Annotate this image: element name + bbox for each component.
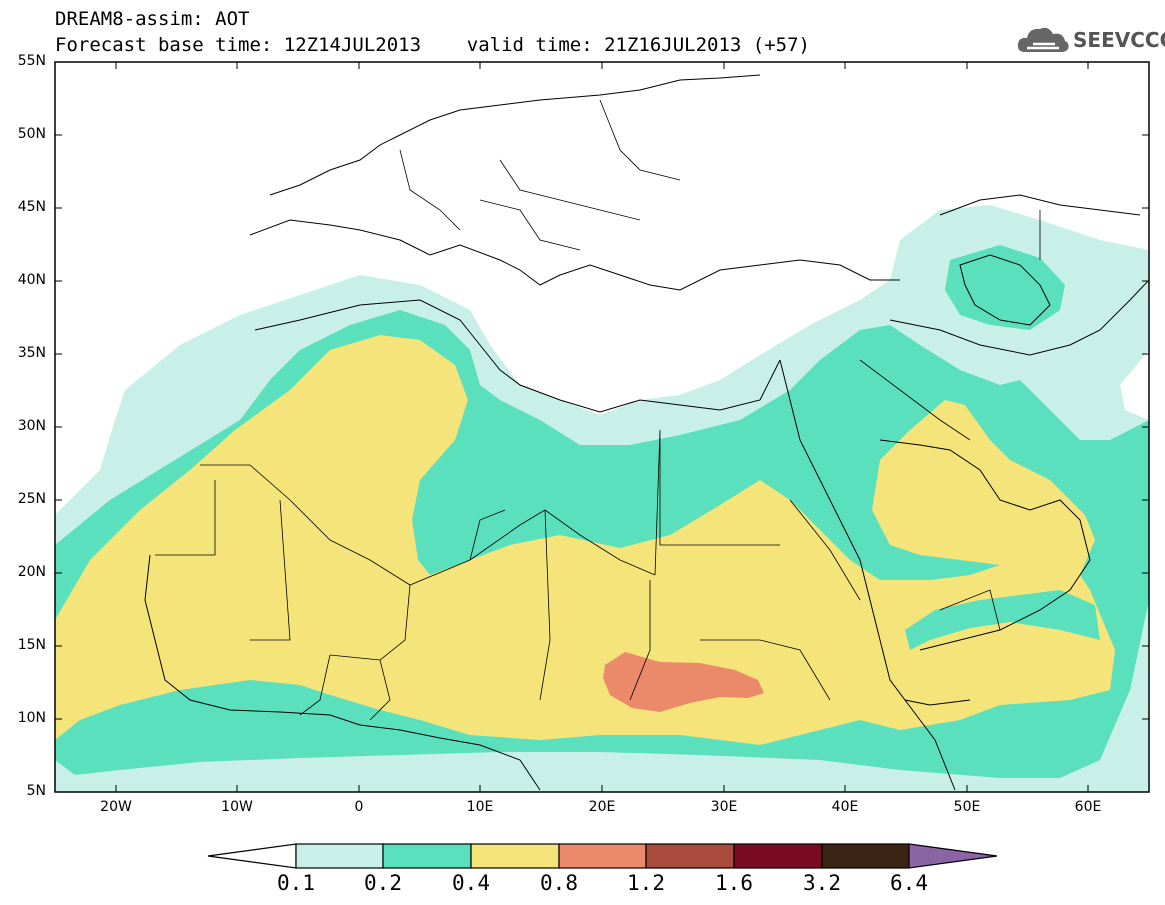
- lat-label: 50N: [17, 126, 46, 142]
- lon-label: 60E: [1074, 799, 1102, 815]
- colorbar-over-arrow: [908, 843, 998, 869]
- lon-label: 10E: [466, 799, 494, 815]
- lat-label: 25N: [17, 491, 46, 507]
- lat-label: 45N: [17, 199, 46, 215]
- lon-label: 40E: [831, 799, 859, 815]
- aot-contour-0.4: [55, 335, 1115, 745]
- lon-label: 50E: [953, 799, 981, 815]
- lat-label: 20N: [17, 564, 46, 580]
- colorbar-bin-2: [382, 843, 472, 869]
- borders: [155, 99, 1041, 721]
- lat-label: 40N: [17, 272, 46, 288]
- lat-label: 10N: [17, 710, 46, 726]
- lon-label: 10W: [221, 799, 253, 815]
- coastlines: [144, 74, 1149, 791]
- colorbar-bin-6: [733, 843, 823, 869]
- lat-label: 15N: [17, 637, 46, 653]
- lat-label: 30N: [17, 418, 46, 434]
- lat-label: 5N: [26, 783, 46, 799]
- colorbar-label: 1.2: [627, 871, 665, 895]
- colorbar-label: 0.2: [364, 871, 402, 895]
- colorbar-bin-5: [645, 843, 735, 869]
- lat-ticks: [55, 61, 1149, 720]
- colorbar-bin-3: [470, 843, 560, 869]
- lon-label: 30E: [710, 799, 738, 815]
- colorbar-label: 0.4: [452, 871, 490, 895]
- colorbar-label: 0.8: [540, 871, 578, 895]
- lon-label: 20W: [100, 799, 132, 815]
- colorbar-bin-7: [821, 843, 910, 869]
- colorbar-under-arrow: [207, 843, 297, 869]
- colorbar: [207, 843, 998, 869]
- lat-label: 35N: [17, 345, 46, 361]
- aot-gap-red-sea: [905, 590, 1100, 650]
- map-title: DREAM8-assim: AOT: [55, 8, 250, 30]
- aot-contour-0.2-caspian: [945, 245, 1065, 330]
- colorbar-label: 3.2: [803, 871, 841, 895]
- logo-text: SEEVCCC: [1073, 28, 1165, 52]
- colorbar-bin-1: [295, 843, 384, 869]
- lon-label: 20E: [588, 799, 616, 815]
- forecast-time-line: Forecast base time: 12Z14JUL2013 valid t…: [55, 34, 810, 56]
- lon-ticks: [115, 62, 1089, 792]
- colorbar-label: 1.6: [715, 871, 753, 895]
- colorbar-label: 0.1: [277, 871, 315, 895]
- cloud-icon: [1017, 27, 1069, 52]
- lat-label: 55N: [17, 53, 46, 69]
- colorbar-bin-4: [558, 843, 647, 869]
- seevccc-logo: SEEVCCC: [1015, 22, 1165, 58]
- colorbar-label: 6.4: [890, 871, 928, 895]
- lon-label: 0: [354, 799, 364, 815]
